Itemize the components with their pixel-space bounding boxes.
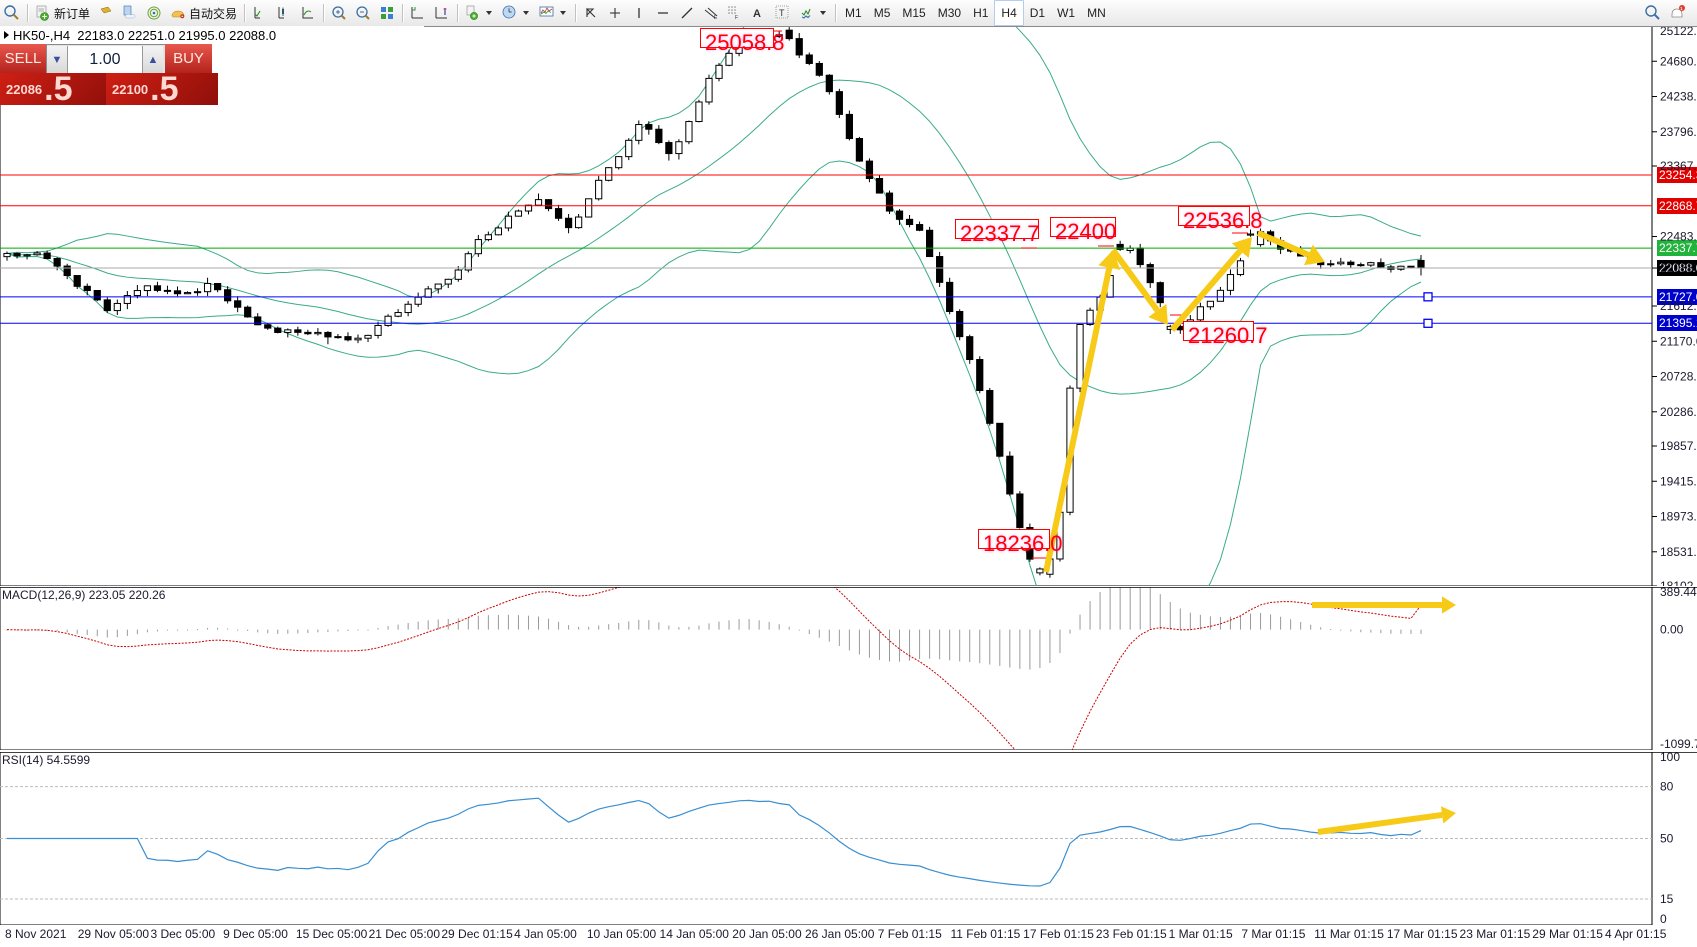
svg-text:100: 100	[1660, 752, 1680, 764]
svg-text:389.44: 389.44	[1660, 587, 1697, 599]
svg-text:0.00: 0.00	[1660, 623, 1684, 637]
svg-text:0: 0	[1660, 912, 1667, 925]
svg-text:-1099.78: -1099.78	[1660, 737, 1697, 750]
svg-text:MACD(12,26,9) 223.05 220.26: MACD(12,26,9) 223.05 220.26	[2, 588, 166, 602]
svg-text:E: E	[714, 15, 718, 21]
svg-text:15: 15	[1660, 892, 1674, 906]
svg-text:50: 50	[1660, 832, 1674, 846]
svg-text:A: A	[753, 8, 761, 20]
svg-text:F: F	[735, 15, 738, 21]
svg-text:80: 80	[1660, 780, 1674, 794]
svg-text:T: T	[779, 8, 785, 18]
svg-text:RSI(14) 54.5599: RSI(14) 54.5599	[2, 753, 90, 767]
